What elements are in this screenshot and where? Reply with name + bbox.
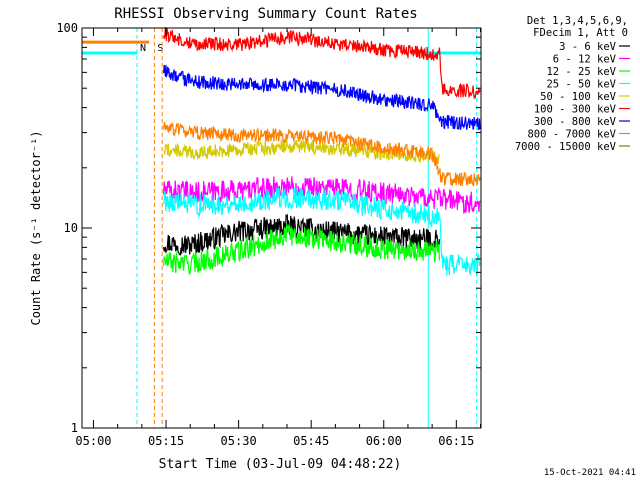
legend-label-25-50-kev: 25 - 50 keV [546, 79, 616, 91]
event-label-n: N [140, 43, 146, 54]
legend-label-800-7000-kev: 800 - 7000 keV [527, 129, 616, 141]
legend-header-1: FDecim 1, Att 0 [533, 27, 628, 39]
x-axis-label: Start Time (03-Jul-09 04:48:22) [159, 457, 402, 472]
event-label-s: S [157, 43, 163, 54]
series-line-6-12-kev [163, 176, 481, 215]
y-tick-label-10: 10 [64, 221, 78, 235]
x-tick-label-05-45: 05:45 [293, 434, 329, 448]
chart-title: RHESSI Observing Summary Count Rates [114, 6, 417, 22]
series-line-100-300-kev [163, 26, 481, 100]
series-line-12-25-kev [163, 223, 440, 275]
legend-header-0: Det 1,3,4,5,6,9, [527, 15, 628, 27]
x-tick-label-05-00: 05:00 [75, 434, 111, 448]
legend-label-6-12-kev: 6 - 12 keV [553, 54, 617, 66]
x-tick-label-05-30: 05:30 [221, 434, 257, 448]
legend-label-7000-15000-kev: 7000 - 15000 keV [515, 141, 617, 153]
legend-label-3-6-kev: 3 - 6 keV [559, 41, 617, 53]
footer-timestamp: 15-Oct-2021 04:41 [544, 468, 636, 478]
x-tick-label-05-15: 05:15 [148, 434, 184, 448]
legend-label-50-100-kev: 50 - 100 keV [540, 91, 617, 103]
legend-label-12-25-kev: 12 - 25 keV [546, 66, 616, 78]
series-line-25-50-kev [163, 187, 481, 277]
x-tick-label-06-00: 06:00 [366, 434, 402, 448]
y-axis-label: Count Rate (s⁻¹ detector⁻¹) [29, 130, 43, 325]
y-tick-label-1: 1 [71, 421, 78, 435]
x-tick-label-06-15: 06:15 [438, 434, 474, 448]
series-line-3-6-kev [163, 213, 440, 256]
series-line-300-800-kev [163, 64, 481, 131]
legend: Det 1,3,4,5,6,9,FDecim 1, Att 0 3 - 6 keV… [515, 15, 630, 153]
series-line-800-7000-kev [163, 121, 481, 187]
y-tick-label-100: 100 [56, 21, 78, 35]
legend-label-300-800-kev: 300 - 800 keV [534, 116, 617, 128]
legend-label-100-300-kev: 100 - 300 keV [534, 104, 617, 116]
